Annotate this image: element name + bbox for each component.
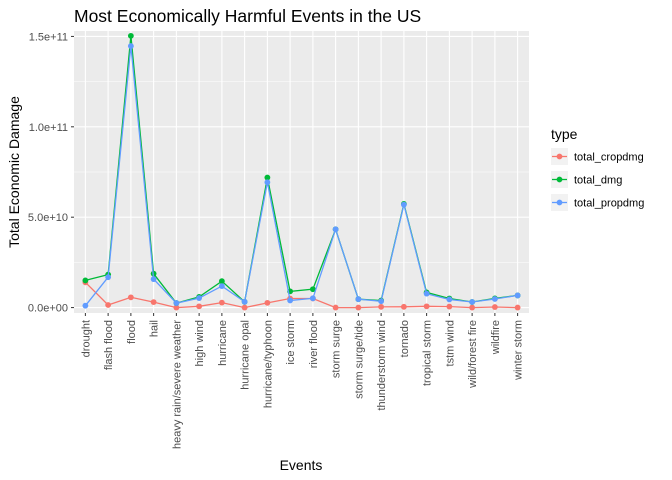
x-tick-label: tornado <box>399 320 411 357</box>
data-point <box>446 296 453 303</box>
legend-key: total_propdmg <box>551 194 644 211</box>
series-line <box>85 35 518 304</box>
series-line <box>84 46 518 307</box>
y-tick-label: 5.0e+10 <box>28 212 68 224</box>
data-point <box>196 303 203 310</box>
legend-key-point <box>556 153 563 160</box>
x-axis-label: Events <box>280 457 323 473</box>
x-tick-label: river flood <box>308 320 320 368</box>
data-point <box>514 292 521 299</box>
data-point <box>400 303 407 310</box>
x-tick-label: hail <box>149 320 161 337</box>
data-point <box>196 295 203 301</box>
x-tick-label: storm surge/tide <box>353 320 365 399</box>
data-point <box>332 226 339 233</box>
x-tick-label: hurricane <box>217 320 229 366</box>
data-point <box>150 276 157 283</box>
data-point <box>218 283 225 290</box>
chart-title: Most Economically Harmful Events in the … <box>74 6 421 26</box>
y-tick-label: 1.5e+11 <box>29 31 68 43</box>
data-point <box>127 43 134 49</box>
data-point <box>127 32 134 39</box>
x-tick-label: ice storm <box>285 320 297 365</box>
legend-label: total_dmg <box>574 175 622 187</box>
x-tick-label: drought <box>80 320 92 357</box>
data-point <box>491 304 498 310</box>
data-point <box>218 278 225 285</box>
x-tick-label: flash flood <box>103 320 115 370</box>
data-point <box>241 298 248 305</box>
data-point <box>514 304 521 311</box>
data-point <box>105 274 112 281</box>
x-tick-label: heavy rain/severe weather <box>171 320 183 449</box>
data-point <box>309 286 316 293</box>
y-axis: 0.0e+00 5.0e+10 1.0e+11 1.5e+11 <box>28 31 74 315</box>
data-point <box>264 174 271 181</box>
data-point <box>264 299 271 306</box>
legend-key-point <box>556 199 563 206</box>
legend-key: total_dmg <box>551 171 622 188</box>
legend-key: total_cropdmg <box>551 148 644 165</box>
data-point <box>355 296 362 303</box>
data-point <box>469 304 476 311</box>
data-point <box>423 303 430 310</box>
x-axis: drought flash flood flood hail heavy rain/se… <box>80 313 525 449</box>
x-tick-label: tropical storm <box>422 320 434 386</box>
legend-title: type <box>551 126 578 142</box>
data-point <box>491 296 498 302</box>
x-tick-label: winter storm <box>513 320 525 381</box>
gridlines <box>74 31 529 313</box>
data-point <box>264 179 271 186</box>
data-point <box>446 303 453 310</box>
x-tick-label: hurricane/typhoon <box>262 320 274 408</box>
data-point <box>82 277 89 284</box>
data-point <box>82 302 89 309</box>
data-point <box>378 298 385 305</box>
y-tick-label: 1.0e+11 <box>29 122 68 134</box>
x-tick-label: wildfire <box>490 320 502 355</box>
data-point <box>400 201 407 208</box>
data-point <box>309 295 316 302</box>
series-layer <box>82 32 521 311</box>
x-tick-label: thunderstorm wind <box>376 320 388 411</box>
legend-key-point <box>556 176 563 183</box>
legend: type total_cropdmg total_dmg total_propdmg <box>551 126 644 211</box>
data-point <box>150 299 157 305</box>
series-line <box>84 281 518 309</box>
data-point <box>173 304 180 311</box>
x-tick-label: hurricane opal <box>240 320 252 390</box>
data-point <box>241 304 248 311</box>
data-point <box>469 299 476 305</box>
data-point <box>218 299 225 306</box>
data-point <box>105 302 112 308</box>
data-point <box>127 294 134 301</box>
y-tick-label: 0.0e+00 <box>28 303 68 315</box>
data-point <box>287 297 294 304</box>
y-axis-label: Total Economic Damage <box>6 96 22 248</box>
x-tick-label: storm surge <box>331 320 343 378</box>
data-point <box>423 290 430 297</box>
data-point <box>378 303 385 310</box>
x-tick-label: high wind <box>194 320 206 366</box>
x-tick-label: wild/forest fire <box>467 320 479 389</box>
data-point <box>173 300 180 306</box>
x-tick-label: flood <box>126 320 138 344</box>
series-total_propdmg <box>82 43 521 309</box>
data-point <box>355 304 362 311</box>
legend-label: total_propdmg <box>574 198 644 210</box>
x-tick-label: tstm wind <box>444 320 456 366</box>
data-point <box>332 304 339 311</box>
legend-label: total_cropdmg <box>574 152 644 164</box>
